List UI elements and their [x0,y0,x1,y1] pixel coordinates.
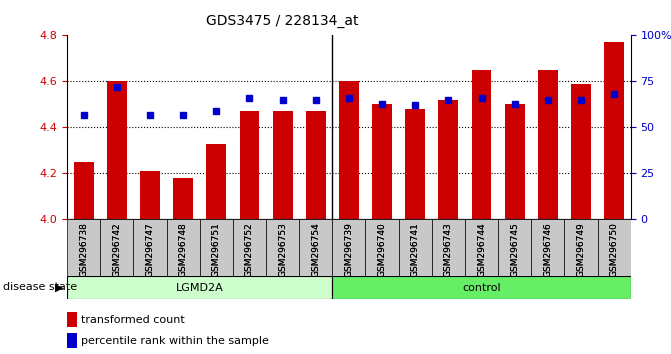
Bar [472,70,491,219]
Bar [67,333,77,348]
Text: GSM296738: GSM296738 [79,222,88,277]
Text: GSM296752: GSM296752 [245,222,254,277]
Bar [74,162,94,219]
Text: GSM296742: GSM296742 [112,222,121,277]
Text: control: control [462,282,501,293]
Text: GSM296740: GSM296740 [378,222,386,277]
Text: GSM296753: GSM296753 [278,222,287,277]
Bar [107,81,127,219]
Text: GSM296739: GSM296739 [344,222,354,277]
Text: GSM296741: GSM296741 [411,222,420,277]
Text: LGMD2A: LGMD2A [176,282,223,293]
Bar [571,84,591,219]
Text: GSM296741: GSM296741 [411,222,420,277]
FancyBboxPatch shape [266,219,299,276]
FancyBboxPatch shape [564,219,598,276]
Bar [339,81,359,219]
FancyBboxPatch shape [67,276,332,299]
FancyBboxPatch shape [332,219,366,276]
Text: GSM296744: GSM296744 [477,222,486,277]
Text: GSM296747: GSM296747 [146,222,154,277]
FancyBboxPatch shape [465,219,498,276]
FancyBboxPatch shape [100,219,134,276]
Bar [240,112,260,219]
Text: GSM296738: GSM296738 [79,222,88,277]
Text: GDS3475 / 228134_at: GDS3475 / 228134_at [205,14,358,28]
Text: GSM296751: GSM296751 [212,222,221,277]
Text: disease state: disease state [3,282,77,292]
Bar [505,104,525,219]
Text: GSM296740: GSM296740 [378,222,386,277]
Text: GSM296749: GSM296749 [576,222,586,277]
FancyBboxPatch shape [134,219,166,276]
Text: GSM296743: GSM296743 [444,222,453,277]
FancyBboxPatch shape [166,219,200,276]
Text: GSM296747: GSM296747 [146,222,154,277]
Text: percentile rank within the sample: percentile rank within the sample [81,336,269,346]
Text: GSM296743: GSM296743 [444,222,453,277]
FancyBboxPatch shape [299,219,332,276]
Text: ▶: ▶ [55,282,64,292]
Bar [67,312,77,327]
Bar [438,100,458,219]
Bar [405,109,425,219]
FancyBboxPatch shape [366,219,399,276]
FancyBboxPatch shape [200,219,233,276]
Bar [538,70,558,219]
Text: GSM296745: GSM296745 [510,222,519,277]
Text: GSM296753: GSM296753 [278,222,287,277]
FancyBboxPatch shape [598,219,631,276]
Bar [173,178,193,219]
Text: GSM296754: GSM296754 [311,222,320,277]
Text: GSM296745: GSM296745 [510,222,519,277]
Text: GSM296748: GSM296748 [178,222,188,277]
Text: GSM296742: GSM296742 [112,222,121,277]
Bar [140,171,160,219]
FancyBboxPatch shape [498,219,531,276]
FancyBboxPatch shape [233,219,266,276]
Text: GSM296746: GSM296746 [544,222,552,277]
FancyBboxPatch shape [432,219,465,276]
FancyBboxPatch shape [531,219,564,276]
Text: GSM296744: GSM296744 [477,222,486,277]
Text: GSM296750: GSM296750 [610,222,619,277]
Text: GSM296750: GSM296750 [610,222,619,277]
FancyBboxPatch shape [399,219,432,276]
Bar [207,143,226,219]
Text: transformed count: transformed count [81,315,185,325]
Text: GSM296754: GSM296754 [311,222,320,277]
Text: GSM296739: GSM296739 [344,222,354,277]
Bar [372,104,392,219]
Text: GSM296748: GSM296748 [178,222,188,277]
Text: GSM296749: GSM296749 [576,222,586,277]
Text: GSM296751: GSM296751 [212,222,221,277]
FancyBboxPatch shape [332,276,631,299]
FancyBboxPatch shape [67,219,100,276]
Text: GSM296752: GSM296752 [245,222,254,277]
Bar [604,42,624,219]
Text: GSM296746: GSM296746 [544,222,552,277]
Bar [306,112,325,219]
Bar [272,112,293,219]
